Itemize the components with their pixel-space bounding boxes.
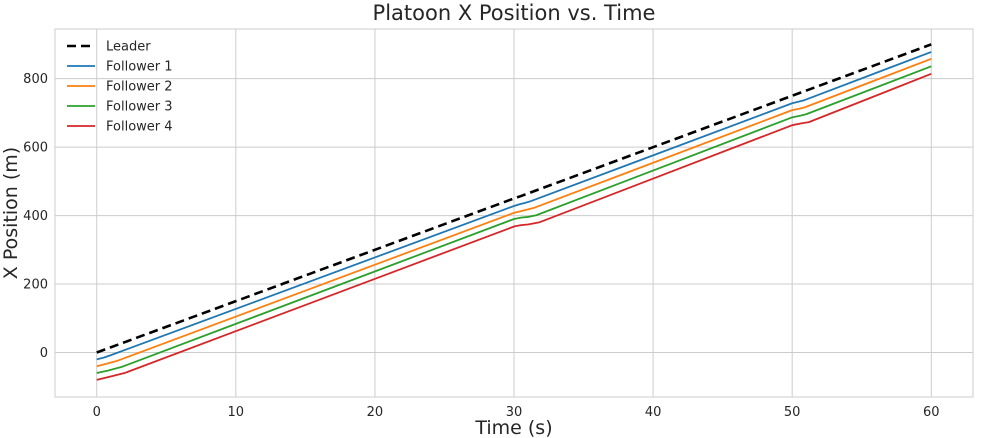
- series-line-follower-1: [96, 51, 932, 361]
- chart-title: Platoon X Position vs. Time: [373, 1, 656, 25]
- y-tick-label: 0: [40, 346, 48, 361]
- series-line-follower-4: [96, 73, 932, 381]
- series-layer: [96, 43, 932, 381]
- legend-label-follower-3: Follower 3: [106, 100, 173, 115]
- x-tick-label: 30: [506, 405, 523, 420]
- y-tick-label: 600: [23, 141, 48, 156]
- series-line-follower-3: [96, 65, 932, 374]
- legend: Leader Follower 1 Follower 2 Follower 3 Foll…: [67, 40, 173, 135]
- legend-label-follower-2: Follower 2: [106, 80, 173, 95]
- legend-label-leader: Leader: [106, 40, 151, 55]
- x-tick-label: 50: [784, 405, 801, 420]
- y-tick-labels: 0 200 400 600 800: [23, 72, 48, 361]
- x-tick-label: 60: [923, 405, 940, 420]
- y-axis-label: X Position (m): [0, 147, 22, 279]
- x-tick-label: 40: [645, 405, 662, 420]
- x-tick-labels: 0 10 20 30 40 50 60: [93, 405, 940, 420]
- legend-label-follower-1: Follower 1: [106, 60, 173, 75]
- x-axis-label: Time (s): [474, 417, 552, 438]
- x-tick-label: 0: [93, 405, 101, 420]
- series-line-follower-2: [96, 57, 932, 368]
- series-line-leader: [96, 43, 932, 354]
- y-tick-label: 200: [23, 278, 48, 293]
- x-tick-label: 20: [367, 405, 384, 420]
- grid-lines: [55, 29, 973, 397]
- y-tick-label: 800: [23, 72, 48, 87]
- legend-label-follower-4: Follower 4: [106, 120, 173, 135]
- y-tick-label: 400: [23, 209, 48, 224]
- x-tick-label: 10: [228, 405, 245, 420]
